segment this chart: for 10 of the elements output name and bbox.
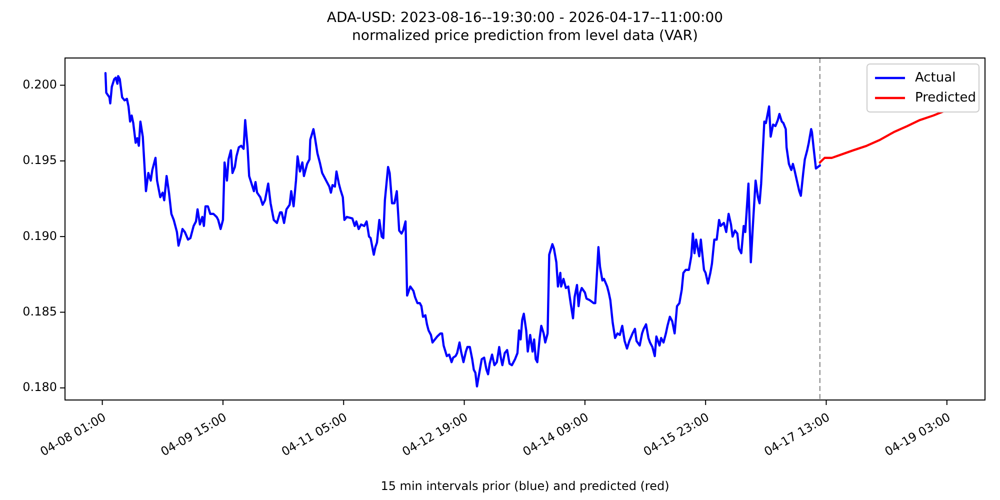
chart-subtitle: normalized price prediction from level data (VAR) bbox=[352, 28, 698, 44]
y-tick-label: 0.180 bbox=[22, 380, 57, 394]
chart-title: ADA-USD: 2023-08-16--19:30:00 - 2026-04-17--11:00:00 bbox=[326, 10, 724, 26]
y-tick-label: 0.195 bbox=[22, 153, 57, 168]
y-tick-label: 0.185 bbox=[22, 304, 57, 319]
y-tick-label: 0.200 bbox=[22, 78, 57, 92]
legend-label: Predicted bbox=[915, 90, 976, 106]
y-tick-label: 0.190 bbox=[22, 228, 57, 243]
x-axis-title: 15 min intervals prior (blue) and predicted (red) bbox=[380, 479, 670, 493]
legend-label: Actual bbox=[915, 70, 956, 86]
